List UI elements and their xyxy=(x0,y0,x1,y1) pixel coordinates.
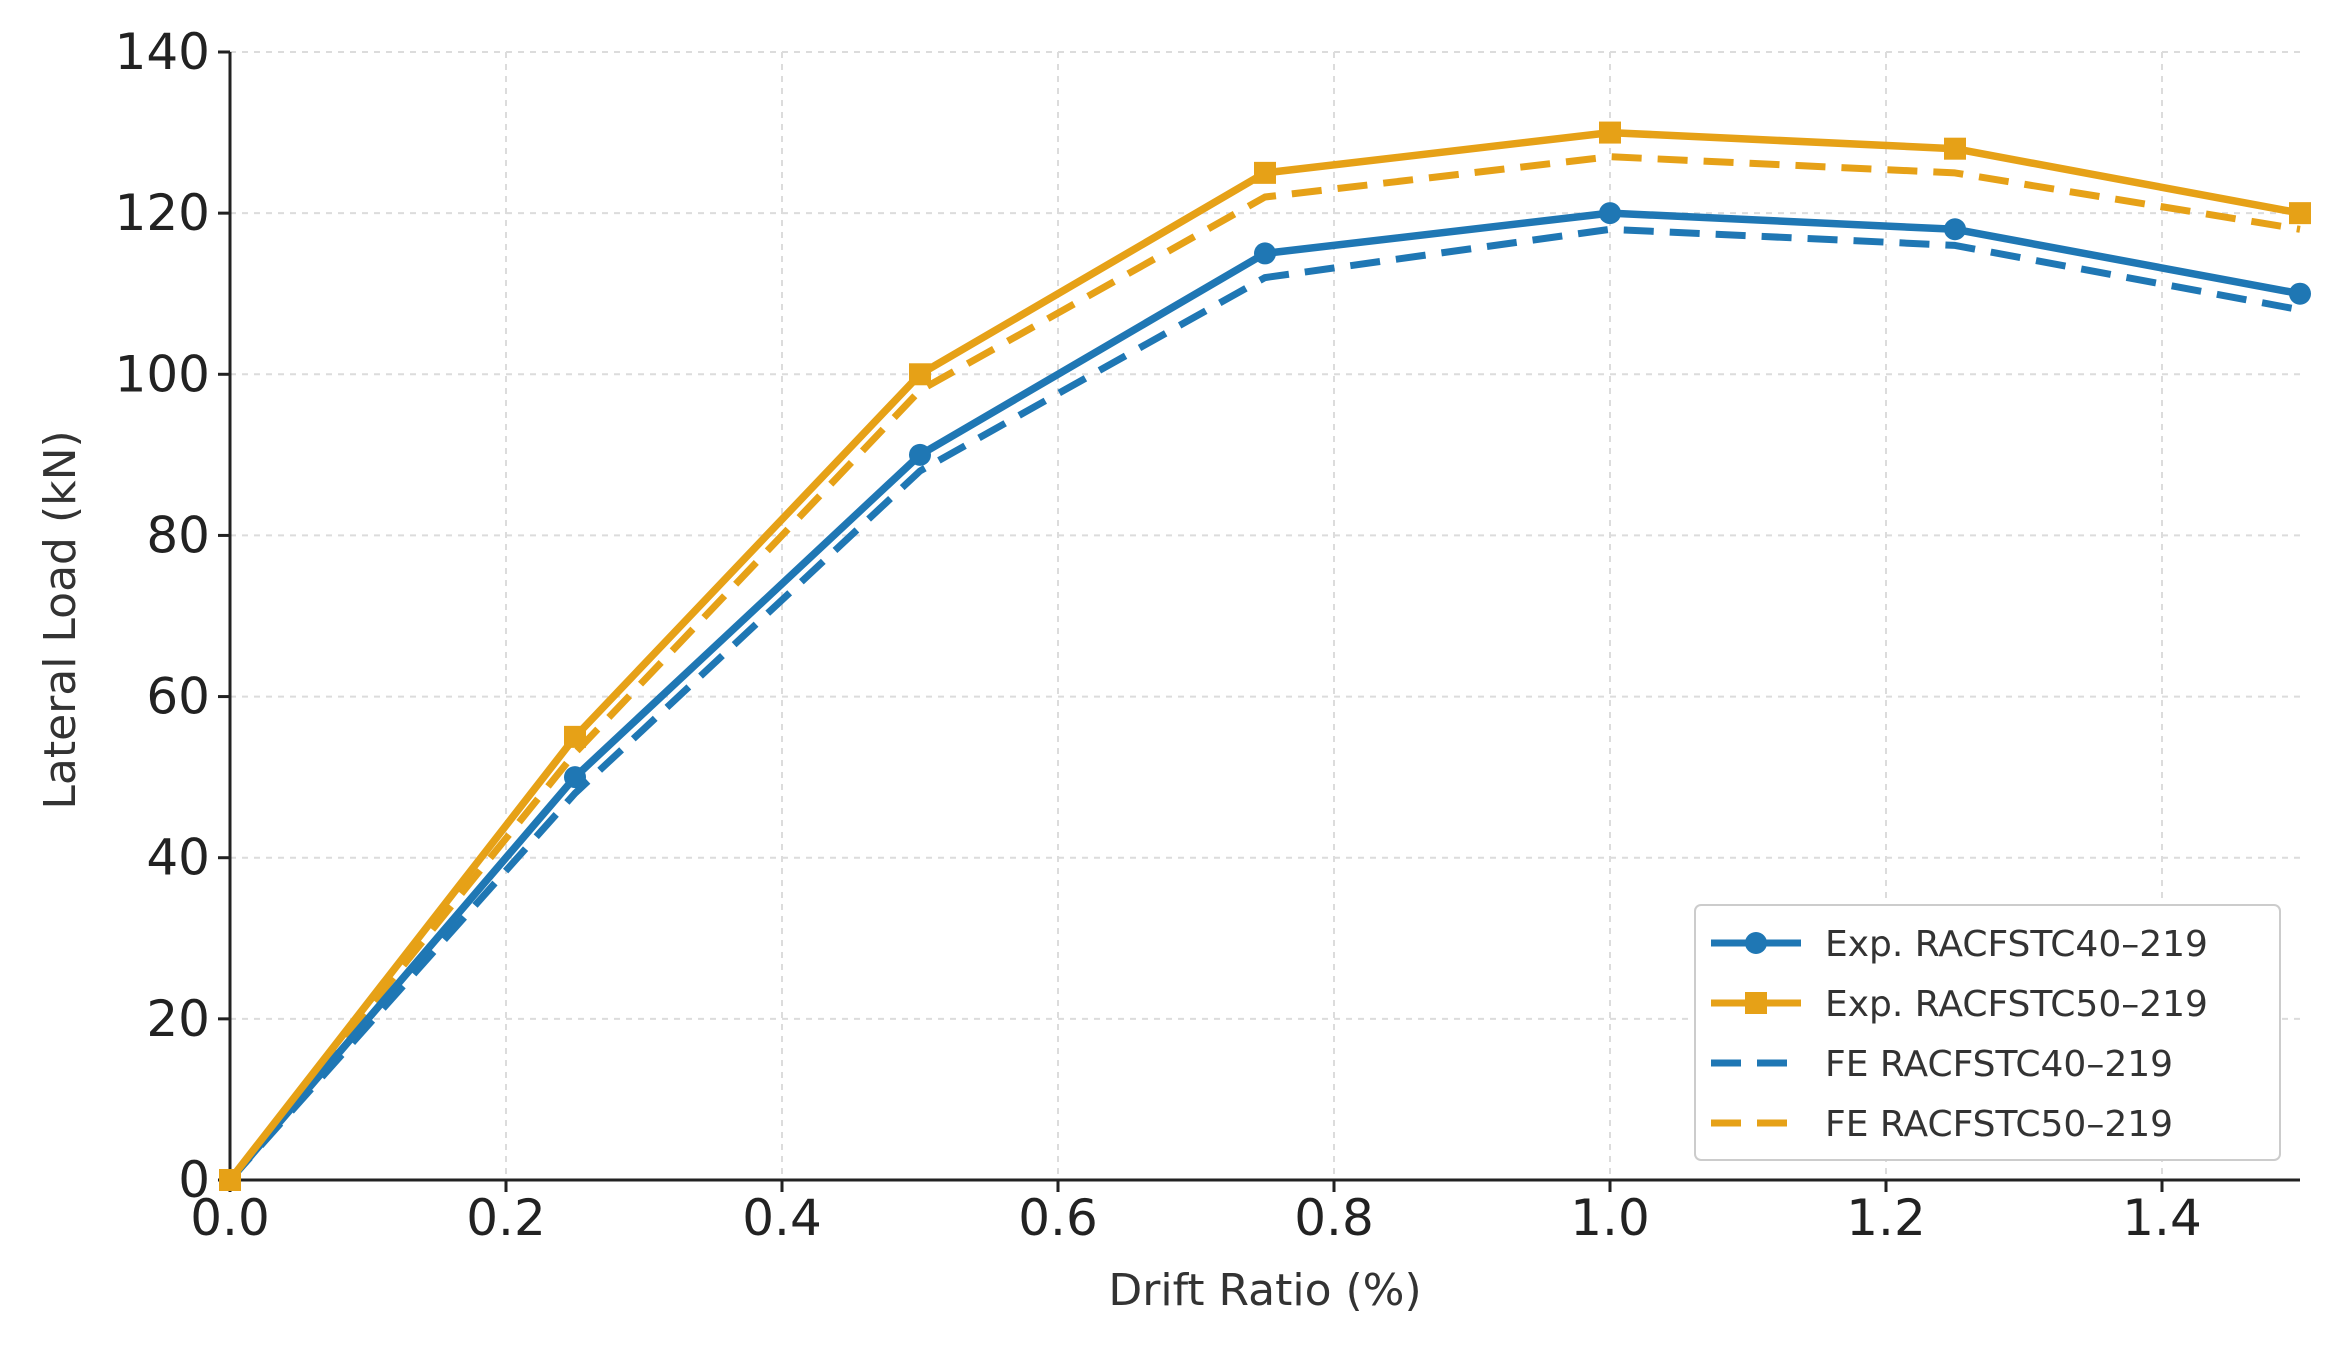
legend-item: Exp. RACFSTC40–219 xyxy=(1711,924,2208,965)
x-tick-label: 1.2 xyxy=(1846,1189,1926,1247)
legend-item: FE RACFSTC40–219 xyxy=(1711,1044,2173,1085)
series-exp-racfstc40-219 xyxy=(219,202,2311,1191)
y-tick-label: 80 xyxy=(146,506,210,564)
y-tick-label: 100 xyxy=(115,345,210,403)
data-point xyxy=(1944,137,1966,160)
x-tick-label: 0.4 xyxy=(742,1189,822,1247)
series-line xyxy=(227,153,2301,1183)
y-tick-label: 60 xyxy=(146,668,210,726)
x-tick-label: 0.8 xyxy=(1294,1189,1374,1247)
y-tick-label: 40 xyxy=(146,829,210,887)
y-tick-label: 0 xyxy=(178,1151,210,1209)
legend-item: Exp. RACFSTC50–219 xyxy=(1711,984,2208,1025)
data-point xyxy=(909,363,931,386)
y-axis-label: Lateral Load (kN) xyxy=(35,430,86,809)
x-tick-label: 1.4 xyxy=(2122,1189,2202,1247)
x-tick-label: 0.6 xyxy=(1018,1189,1098,1247)
legend-label: Exp. RACFSTC40–219 xyxy=(1825,924,2208,965)
y-tick-label: 20 xyxy=(146,990,210,1048)
series-line xyxy=(227,225,2301,1183)
legend-label: FE RACFSTC40–219 xyxy=(1825,1044,2173,1085)
y-tick-label: 140 xyxy=(115,23,210,81)
data-point xyxy=(1254,161,1276,184)
data-point xyxy=(564,725,586,748)
y-tick-label: 120 xyxy=(115,184,210,242)
data-point xyxy=(1599,202,1621,225)
data-point xyxy=(564,766,586,789)
legend-marker xyxy=(1745,992,1767,1014)
x-tick-label: 1.0 xyxy=(1570,1189,1650,1247)
data-point xyxy=(1599,121,1621,144)
data-point xyxy=(219,1169,241,1191)
x-tick-label: 0.0 xyxy=(190,1189,270,1247)
series-fe-racfstc50-219 xyxy=(227,153,2301,1183)
data-point xyxy=(2289,282,2311,305)
data-point xyxy=(1944,218,1966,241)
x-axis-label: Drift Ratio (%) xyxy=(1108,1265,1421,1316)
data-point xyxy=(2289,202,2311,225)
series-exp-racfstc50-219 xyxy=(219,121,2311,1191)
legend-label: FE RACFSTC50–219 xyxy=(1825,1104,2173,1145)
legend-marker xyxy=(1745,932,1767,954)
legend-item: FE RACFSTC50–219 xyxy=(1711,1104,2173,1145)
legend-box xyxy=(1694,904,2281,1161)
series-fe-racfstc40-219 xyxy=(227,225,2301,1183)
data-point xyxy=(1254,242,1276,265)
legend-label: Exp. RACFSTC50–219 xyxy=(1825,984,2208,1025)
data-point xyxy=(909,443,931,466)
x-tick-label: 0.2 xyxy=(466,1189,546,1247)
